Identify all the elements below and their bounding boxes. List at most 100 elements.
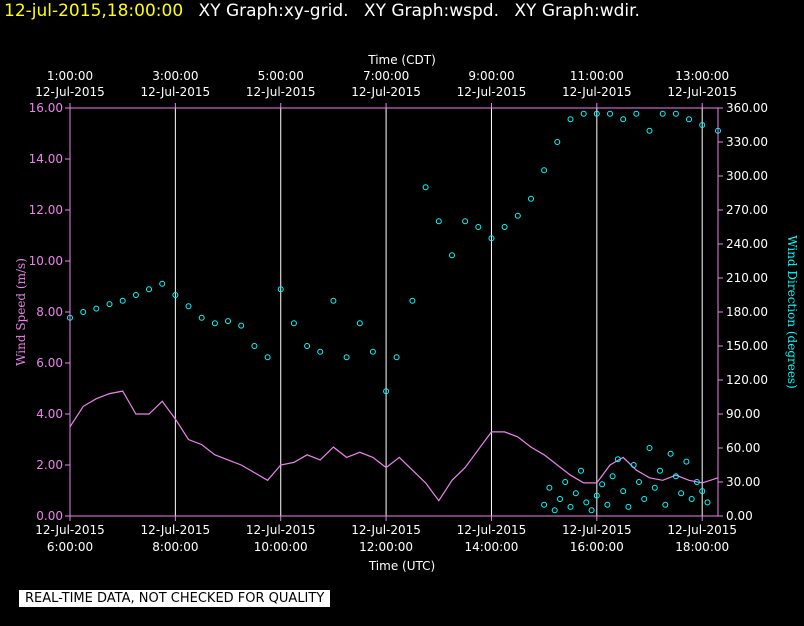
left-tick-label: 4.00 bbox=[36, 407, 63, 421]
right-axis-title: Wind Direction (degrees) bbox=[785, 235, 799, 389]
wind-direction-point bbox=[567, 503, 574, 510]
left-axis-title: Wind Speed (m/s) bbox=[14, 258, 28, 366]
wind-direction-point bbox=[699, 488, 706, 495]
graph-title-grid: XY Graph:xy-grid. bbox=[198, 1, 349, 21]
wind-direction-point bbox=[172, 292, 179, 298]
wind-direction-point bbox=[541, 167, 548, 174]
right-tick-label: 0.00 bbox=[726, 509, 753, 523]
wind-direction-point bbox=[641, 496, 648, 502]
wind-direction-point bbox=[393, 354, 400, 361]
wind-direction-point bbox=[132, 292, 139, 298]
wind-direction-point bbox=[251, 343, 258, 349]
wind-speed-line bbox=[69, 390, 719, 502]
wind-direction-point bbox=[672, 473, 679, 480]
right-tick-label: 60.00 bbox=[726, 441, 760, 455]
right-tick-label: 240.00 bbox=[726, 237, 768, 251]
right-tick-label: 90.00 bbox=[726, 407, 760, 421]
top-tick-date: 12-Jul-2015 bbox=[457, 85, 527, 99]
top-tick-time: 3:00:00 bbox=[152, 69, 198, 83]
right-tick-label: 360.00 bbox=[726, 101, 768, 115]
left-tick-label: 2.00 bbox=[36, 458, 63, 472]
wind-direction-point bbox=[688, 496, 695, 502]
wind-direction-point bbox=[211, 320, 218, 327]
wind-direction-point bbox=[609, 473, 616, 480]
right-tick-label: 300.00 bbox=[726, 169, 768, 183]
top-tick-date: 12-Jul-2015 bbox=[667, 85, 737, 99]
bottom-tick-time: 8:00:00 bbox=[152, 540, 198, 554]
wind-direction-point bbox=[636, 479, 642, 485]
wind-direction-point bbox=[672, 110, 679, 117]
right-tick-label: 120.00 bbox=[726, 373, 768, 387]
left-tick-label: 12.00 bbox=[29, 203, 63, 217]
bottom-tick-date: 12-Jul-2015 bbox=[35, 523, 105, 537]
wind-direction-point bbox=[93, 305, 100, 312]
wind-direction-point bbox=[501, 224, 508, 230]
wind-direction-point bbox=[625, 503, 632, 510]
wind-direction-point bbox=[528, 195, 534, 202]
right-tick-label: 30.00 bbox=[726, 475, 760, 489]
labels-layer: 0.00 2.00 4.00 6.00 8.00 10.00 12.00 14.00 16.00… bbox=[14, 53, 799, 573]
header-bar: 12-jul-2015,18:00:00 XY Graph:xy-grid. X… bbox=[4, 1, 640, 21]
bottom-tick-date: 12-Jul-2015 bbox=[246, 523, 316, 537]
wind-direction-point bbox=[488, 235, 495, 242]
wind-direction-point bbox=[562, 479, 569, 485]
left-tick-label: 8.00 bbox=[36, 305, 63, 319]
wind-direction-point bbox=[699, 122, 706, 128]
wind-direction-point bbox=[567, 116, 574, 123]
top-tick-date: 12-Jul-2015 bbox=[562, 85, 632, 99]
right-tick-label: 180.00 bbox=[726, 305, 768, 319]
top-tick-time: 13:00:00 bbox=[675, 69, 729, 83]
wind-direction-point bbox=[659, 110, 666, 117]
bottom-tick-date: 12-Jul-2015 bbox=[667, 523, 737, 537]
wind-direction-point bbox=[630, 462, 637, 468]
wind-direction-point bbox=[651, 484, 658, 491]
top-tick-time: 9:00:00 bbox=[468, 69, 514, 83]
wind-direction-point bbox=[583, 499, 590, 506]
bottom-tick-time: 12:00:00 bbox=[359, 540, 413, 554]
wind-direction-point bbox=[317, 348, 324, 355]
wind-direction-point bbox=[185, 303, 192, 310]
bottom-tick-time: 10:00:00 bbox=[254, 540, 308, 554]
wind-direction-point bbox=[604, 501, 611, 508]
wind-direction-point bbox=[277, 286, 284, 293]
wind-direction-point bbox=[119, 297, 126, 304]
left-tick-label: 16.00 bbox=[29, 101, 63, 115]
wind-direction-point bbox=[572, 490, 579, 497]
wind-direction-point bbox=[693, 479, 700, 485]
top-tick-time: 11:00:00 bbox=[570, 69, 624, 83]
wind-direction-point bbox=[557, 496, 563, 502]
wind-direction-point bbox=[225, 318, 231, 325]
quality-disclaimer: REAL-TIME DATA, NOT CHECKED FOR QUALITY bbox=[19, 590, 331, 607]
wind-direction-point bbox=[159, 280, 166, 287]
wind-direction-point bbox=[646, 127, 653, 134]
right-tick-label: 210.00 bbox=[726, 271, 768, 285]
top-tick-time: 7:00:00 bbox=[363, 69, 409, 83]
bottom-tick-time: 18:00:00 bbox=[675, 540, 729, 554]
left-tick-label: 0.00 bbox=[36, 509, 63, 523]
bottom-tick-time: 6:00:00 bbox=[47, 540, 93, 554]
wind-direction-point bbox=[435, 218, 442, 225]
series-layer bbox=[67, 110, 721, 514]
wind-direction-point bbox=[409, 297, 416, 304]
left-tick-label: 6.00 bbox=[36, 356, 63, 370]
wind-direction-point bbox=[198, 314, 205, 321]
wind-direction-point bbox=[662, 501, 669, 508]
graph-title-wdir: XY Graph:wdir. bbox=[514, 1, 640, 21]
top-tick-date: 12-Jul-2015 bbox=[351, 85, 421, 99]
wind-direction-point bbox=[514, 212, 521, 219]
wind-direction-point bbox=[646, 445, 653, 451]
wind-direction-point bbox=[686, 116, 692, 123]
wind-direction-point bbox=[554, 139, 561, 145]
wind-direction-point bbox=[633, 110, 640, 117]
wind-direction-point bbox=[290, 320, 297, 327]
wind-direction-point bbox=[580, 110, 587, 117]
right-tick-label: 150.00 bbox=[726, 339, 768, 353]
wind-direction-point bbox=[620, 488, 627, 495]
wind-direction-point bbox=[146, 286, 152, 293]
wind-direction-point bbox=[475, 224, 482, 230]
timestamp: 12-jul-2015,18:00:00 bbox=[4, 1, 184, 21]
wind-direction-point bbox=[238, 322, 245, 329]
bottom-tick-time: 16:00:00 bbox=[570, 540, 624, 554]
top-tick-date: 12-Jul-2015 bbox=[246, 85, 316, 99]
left-tick-label: 10.00 bbox=[29, 254, 63, 268]
